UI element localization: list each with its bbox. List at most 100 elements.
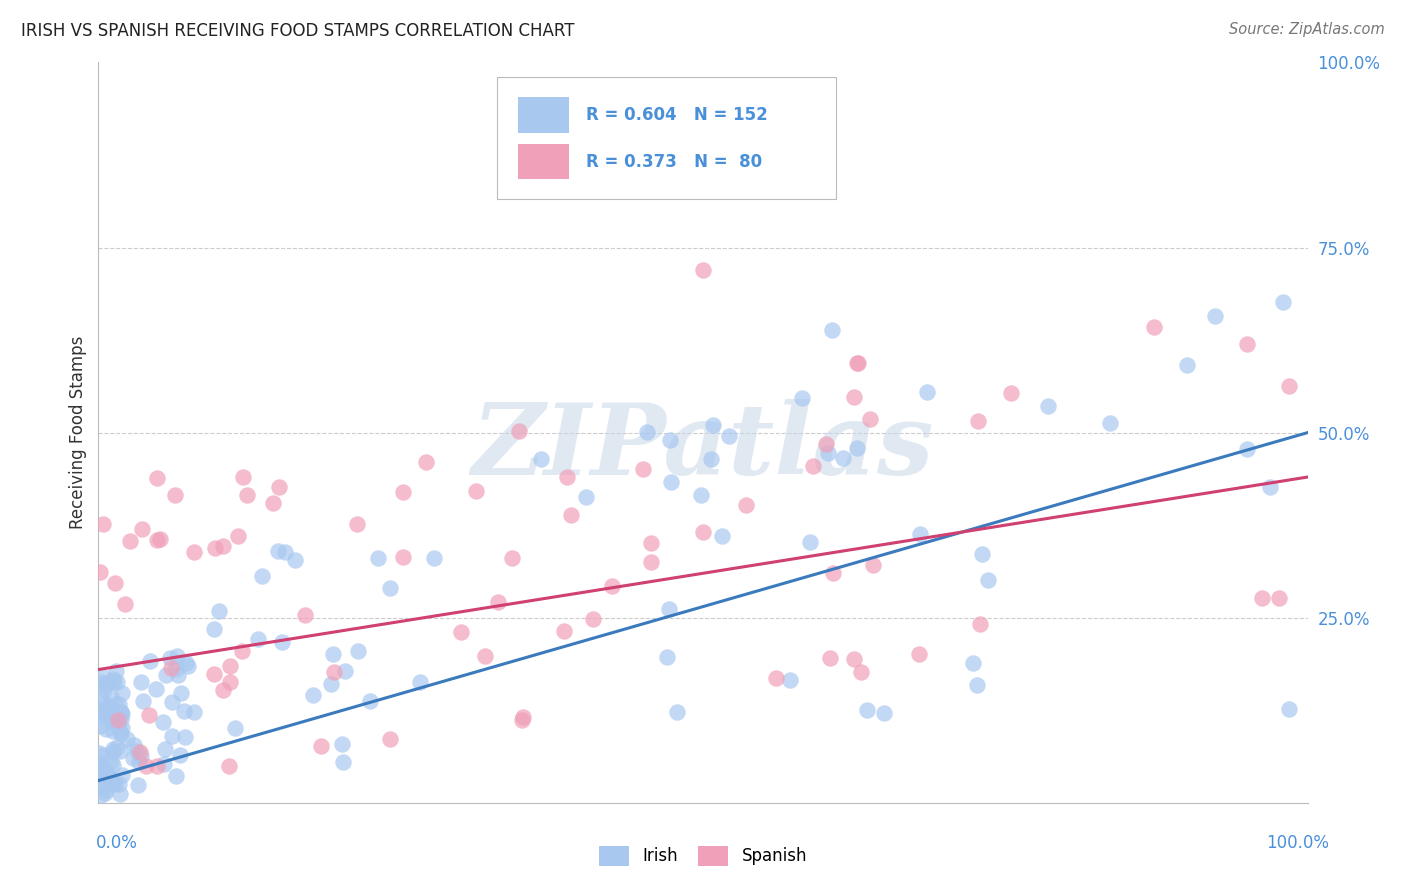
Point — [104, 698, 127, 712]
Point — [135, 758, 157, 772]
Point — [202, 622, 225, 636]
Point — [104, 575, 127, 590]
Point — [155, 667, 177, 681]
Point — [104, 777, 127, 791]
Point — [165, 662, 187, 676]
Point — [231, 644, 253, 658]
Point — [284, 552, 307, 566]
Point — [702, 417, 724, 432]
Point — [799, 535, 821, 549]
Point — [512, 710, 534, 724]
Point — [450, 625, 472, 640]
Point — [96, 770, 118, 784]
Point — [844, 652, 866, 666]
Point — [183, 545, 205, 559]
Point — [219, 659, 242, 673]
Point — [108, 697, 131, 711]
Point — [849, 665, 872, 680]
Point — [91, 747, 114, 762]
Point — [969, 617, 991, 632]
Point — [555, 470, 578, 484]
Point — [1204, 310, 1226, 324]
Point — [510, 713, 533, 727]
Point — [873, 706, 896, 720]
Point — [391, 485, 413, 500]
Point — [105, 709, 128, 723]
Point — [139, 654, 162, 668]
Point — [127, 778, 149, 792]
Bar — [517, 97, 569, 133]
Point — [101, 746, 124, 760]
Point — [104, 708, 127, 723]
Point — [631, 461, 654, 475]
Point — [107, 777, 129, 791]
Point — [575, 490, 598, 504]
Point — [359, 693, 381, 707]
Legend: Irish, Spanish: Irish, Spanish — [592, 839, 814, 872]
Point — [91, 671, 114, 685]
Point — [1271, 295, 1294, 310]
Point — [846, 356, 869, 370]
Text: ZIPatlas: ZIPatlas — [472, 400, 934, 496]
Point — [335, 664, 357, 678]
Point — [165, 768, 187, 782]
Point — [208, 604, 231, 618]
Point — [146, 471, 169, 485]
Point — [111, 768, 134, 782]
Point — [294, 608, 316, 623]
Point — [91, 517, 114, 532]
Point — [94, 783, 117, 797]
Point — [378, 732, 401, 747]
Point — [269, 480, 291, 494]
Point — [110, 727, 132, 741]
Point — [718, 429, 741, 443]
Point — [1258, 480, 1281, 494]
Point — [107, 714, 129, 728]
Point — [1175, 358, 1198, 372]
Point — [108, 787, 131, 801]
Point — [976, 574, 998, 588]
Point — [91, 778, 114, 792]
Point — [267, 544, 290, 558]
Point — [110, 725, 132, 739]
Point — [94, 722, 117, 736]
Point — [690, 488, 713, 502]
Point — [118, 534, 141, 549]
Point — [169, 748, 191, 763]
Point — [167, 668, 190, 682]
Point — [101, 775, 124, 789]
Point — [262, 496, 284, 510]
Point — [107, 739, 129, 754]
Point — [90, 788, 112, 802]
Point — [89, 746, 111, 760]
Point — [966, 677, 988, 691]
Point — [224, 721, 246, 735]
Point — [93, 683, 115, 698]
Point — [409, 675, 432, 690]
Point — [301, 689, 323, 703]
Point — [657, 602, 679, 616]
Point — [270, 635, 292, 649]
Point — [101, 742, 124, 756]
Point — [659, 433, 682, 447]
Point — [309, 739, 332, 754]
FancyBboxPatch shape — [498, 78, 837, 200]
Point — [94, 786, 117, 800]
Point — [1236, 336, 1258, 351]
Point — [553, 624, 575, 639]
Point — [160, 729, 183, 743]
Point — [149, 532, 172, 546]
Point — [89, 719, 111, 733]
Point — [93, 697, 115, 711]
Point — [846, 356, 869, 370]
Point — [801, 458, 824, 473]
Point — [202, 667, 225, 681]
Point — [508, 425, 530, 439]
Point — [321, 676, 343, 690]
Point — [323, 665, 346, 680]
Point — [415, 455, 437, 469]
Point — [96, 701, 118, 715]
Point — [842, 390, 865, 404]
Point — [129, 675, 152, 690]
Point — [91, 692, 114, 706]
